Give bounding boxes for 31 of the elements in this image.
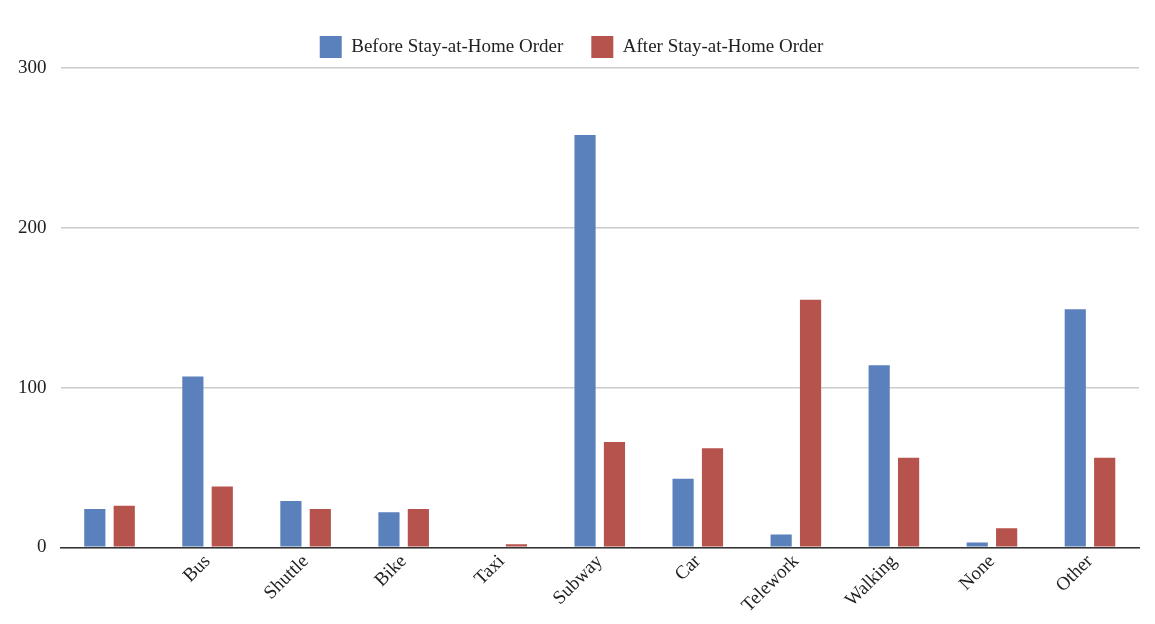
bar [574,135,596,547]
bar [280,501,302,547]
bar [996,528,1018,547]
bar [603,441,626,547]
bar [868,365,890,547]
legend-label: Before Stay-at-Home Order [351,34,564,56]
bar [799,299,822,547]
y-tick-label: 0 [37,535,47,557]
legend-label: After Stay-at-Home Order [622,34,824,56]
y-tick-label: 300 [18,55,47,77]
bar [309,508,331,547]
x-tick-label: Bus [178,549,214,586]
bar [1064,309,1086,547]
bar [407,508,429,547]
y-tick-label: 100 [18,375,47,397]
bar [701,448,724,547]
bar [770,534,792,547]
bar [182,376,204,547]
bar [966,542,988,547]
x-tick-label: Bike [369,549,411,591]
x-tick-label: Car [669,549,705,585]
bar [505,544,527,547]
bar [898,457,920,547]
x-tick-label: Taxi [469,549,509,589]
bar [84,508,106,547]
bar [1094,457,1116,547]
bar [211,486,233,547]
bar [113,505,135,547]
bar [672,478,694,547]
y-tick-label: 200 [18,215,47,237]
bar [378,512,400,547]
